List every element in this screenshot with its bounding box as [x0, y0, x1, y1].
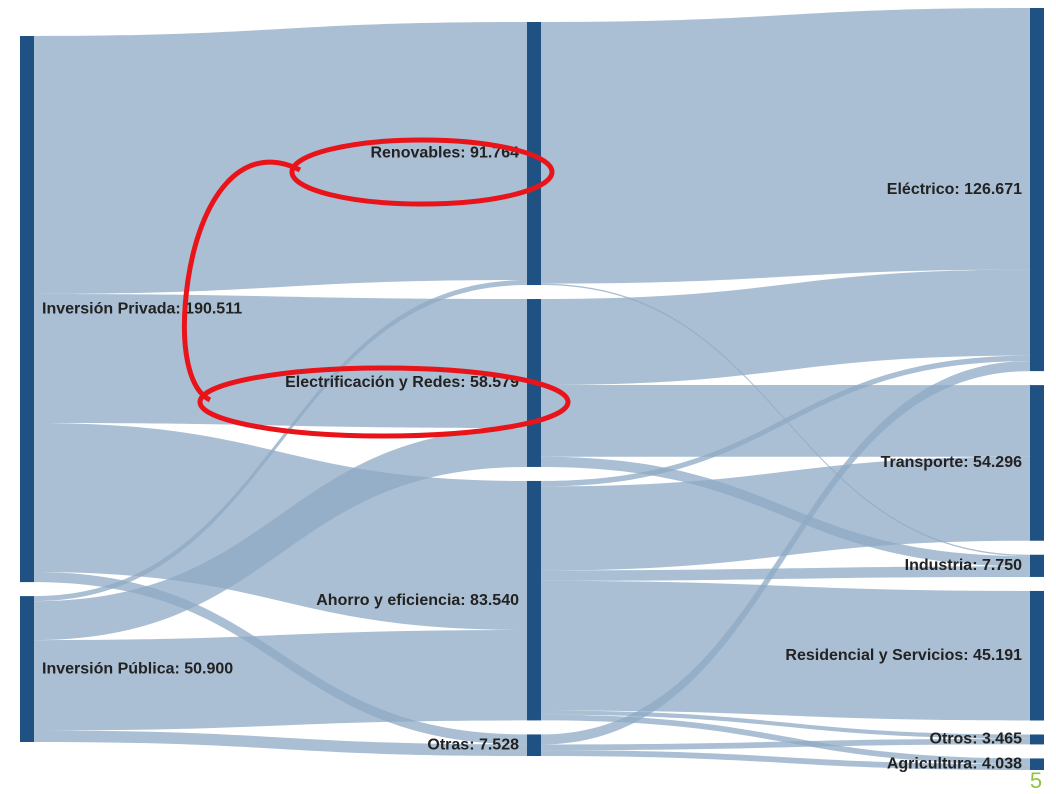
node-label: Inversión Pública: 50.900 — [42, 660, 233, 677]
highlight-ellipse — [197, 365, 571, 439]
link — [541, 269, 1030, 386]
annotations — [181, 137, 571, 439]
node — [1030, 734, 1044, 745]
node-label: Industria: 7.750 — [905, 557, 1022, 574]
node-label: Transporte: 54.296 — [881, 454, 1023, 471]
node-label: Ahorro y eficiencia: 83.540 — [316, 592, 519, 609]
node — [20, 36, 34, 583]
link — [541, 710, 1030, 739]
node — [1030, 8, 1044, 372]
links — [34, 8, 1030, 770]
node — [1030, 758, 1044, 770]
highlight-ellipse — [289, 137, 555, 207]
node-label: Agricultura: 4.038 — [887, 755, 1022, 772]
link — [34, 428, 527, 641]
link — [541, 580, 1030, 721]
node-label: Inversión Privada: 190.511 — [42, 300, 242, 317]
labels: Inversión Privada: 190.511 Inversión Públ… — [42, 145, 1022, 773]
node — [1030, 590, 1044, 721]
link — [541, 738, 1030, 751]
node — [527, 480, 541, 721]
link — [34, 293, 527, 429]
page-number: 5 — [1030, 768, 1042, 793]
node-label: Electrificación y Redes: 58.579 — [285, 374, 519, 391]
link — [541, 355, 1030, 487]
link — [541, 714, 1030, 765]
link — [541, 566, 1030, 581]
link — [541, 456, 1030, 571]
node — [1030, 385, 1044, 541]
node — [1030, 554, 1044, 577]
link — [34, 630, 527, 731]
link — [541, 8, 1030, 284]
node-label: Otras: 7.528 — [427, 736, 519, 753]
link — [541, 361, 1030, 745]
node-label: Otros: 3.465 — [930, 731, 1023, 748]
node — [20, 596, 34, 742]
link — [34, 279, 527, 602]
node — [527, 734, 541, 756]
link — [34, 22, 527, 294]
node-label: Renovables: 91.764 — [370, 145, 519, 162]
node-label: Eléctrico: 126.671 — [887, 181, 1022, 198]
connector — [181, 159, 302, 403]
link — [34, 730, 527, 756]
link — [541, 750, 1030, 770]
node-label: Residencial y Servicios: 45.191 — [785, 647, 1022, 664]
